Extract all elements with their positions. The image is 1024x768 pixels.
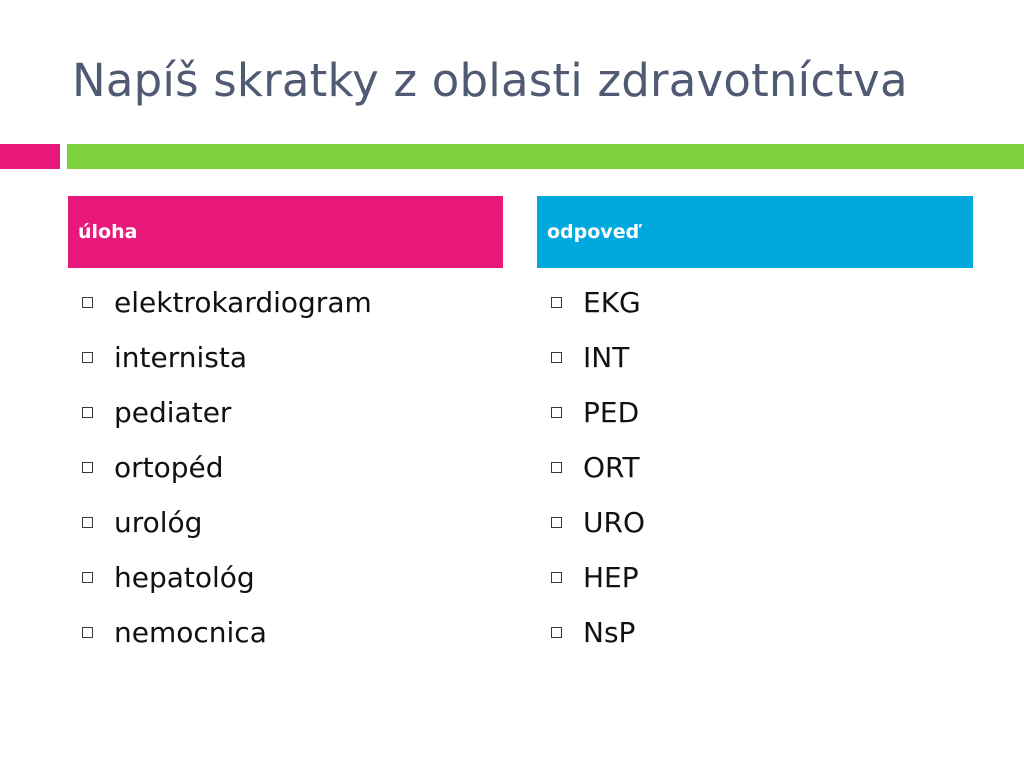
answer-item-text: ORT <box>583 451 640 484</box>
task-item-text: elektrokardiogram <box>114 286 372 319</box>
task-list-item: internista <box>82 330 372 385</box>
task-item-text: nemocnica <box>114 616 267 649</box>
task-item-text: pediater <box>114 396 232 429</box>
accent-bar-pink <box>0 144 60 169</box>
task-list-item: hepatológ <box>82 550 372 605</box>
task-list-item: urológ <box>82 495 372 550</box>
hollow-square-bullet-icon <box>82 572 93 583</box>
task-item-text: urológ <box>114 506 203 539</box>
answer-list-item: URO <box>551 495 645 550</box>
answer-list-item: INT <box>551 330 645 385</box>
hollow-square-bullet-icon <box>551 627 562 638</box>
column-header-task: úloha <box>68 196 503 268</box>
hollow-square-bullet-icon <box>82 407 93 418</box>
answer-item-text: HEP <box>583 561 639 594</box>
hollow-square-bullet-icon <box>551 352 562 363</box>
hollow-square-bullet-icon <box>82 297 93 308</box>
hollow-square-bullet-icon <box>551 572 562 583</box>
task-list-item: pediater <box>82 385 372 440</box>
task-list: elektrokardiogram internista pediater or… <box>82 275 372 660</box>
task-list-item: ortopéd <box>82 440 372 495</box>
hollow-square-bullet-icon <box>551 462 562 473</box>
answer-item-text: URO <box>583 506 645 539</box>
task-item-text: ortopéd <box>114 451 224 484</box>
answer-item-text: EKG <box>583 286 641 319</box>
task-item-text: internista <box>114 341 247 374</box>
hollow-square-bullet-icon <box>82 517 93 528</box>
answer-list-item: EKG <box>551 275 645 330</box>
hollow-square-bullet-icon <box>551 407 562 418</box>
hollow-square-bullet-icon <box>82 352 93 363</box>
answer-item-text: INT <box>583 341 630 374</box>
answer-list-item: PED <box>551 385 645 440</box>
answer-item-text: NsP <box>583 616 636 649</box>
hollow-square-bullet-icon <box>82 627 93 638</box>
slide-title: Napíš skratky z oblasti zdravotníctva <box>72 54 908 107</box>
task-list-item: elektrokardiogram <box>82 275 372 330</box>
answer-list: EKG INT PED ORT URO HEP NsP <box>551 275 645 660</box>
hollow-square-bullet-icon <box>551 517 562 528</box>
hollow-square-bullet-icon <box>82 462 93 473</box>
answer-list-item: HEP <box>551 550 645 605</box>
answer-item-text: PED <box>583 396 640 429</box>
task-list-item: nemocnica <box>82 605 372 660</box>
answer-list-item: ORT <box>551 440 645 495</box>
column-header-answer: odpoveď <box>537 196 973 268</box>
answer-list-item: NsP <box>551 605 645 660</box>
hollow-square-bullet-icon <box>551 297 562 308</box>
accent-bar-green <box>67 144 1024 169</box>
task-item-text: hepatológ <box>114 561 255 594</box>
